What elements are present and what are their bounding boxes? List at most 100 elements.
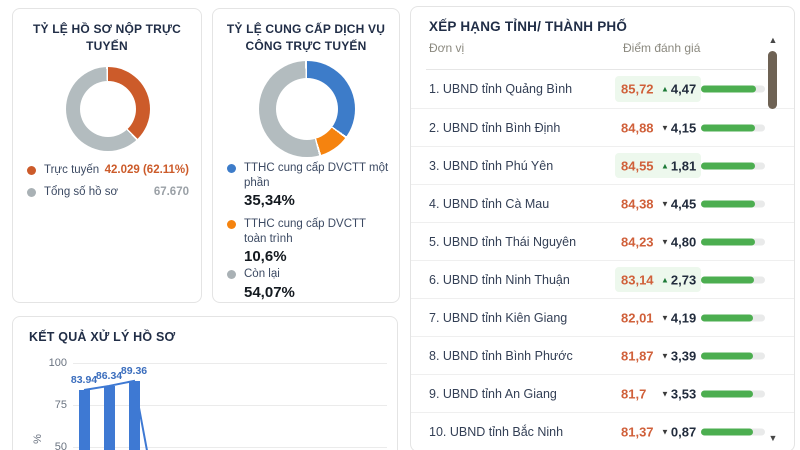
score-progress-fill — [701, 124, 756, 131]
trend-arrow-icon: ▼ — [661, 389, 669, 398]
score-delta: ▲ 2,73 — [661, 272, 696, 287]
legend-dot-icon — [27, 165, 36, 175]
bar — [128, 380, 140, 450]
table-row[interactable]: 7. UBND tỉnh Kiên Giang 82,01 ▼ 4,19 — [411, 298, 794, 336]
y-axis-tick: 100 — [48, 357, 67, 369]
y-axis-unit-label: % — [31, 434, 44, 444]
legend-item: Tổng số hồ sơ 67.670 — [27, 183, 189, 201]
delta-value: 4,47 — [670, 81, 697, 97]
province-name: 3. UBND tỉnh Phú Yên — [429, 158, 554, 173]
trend-arrow-icon: ▼ — [661, 427, 669, 436]
score-progress-fill — [701, 390, 754, 397]
legend-label: Còn lại — [244, 268, 280, 280]
province-name: 7. UBND tỉnh Kiên Giang — [429, 310, 568, 325]
table-row[interactable]: 1. UBND tỉnh Quảng Bình 85,72 ▲ 4,47 — [411, 70, 794, 108]
legend-label: TTHC cung cấp DVCTT toàn trình — [244, 218, 366, 245]
y-axis-tick: 75 — [54, 399, 67, 411]
delta-value: 4,80 — [670, 234, 697, 249]
bar-value-label: 86.34 — [95, 369, 123, 382]
score-progress-track — [701, 314, 765, 321]
legend-label: Trực tuyến — [44, 164, 100, 176]
score-progress-track — [701, 162, 765, 169]
legend-label: Tổng số hồ sơ — [44, 186, 119, 198]
legend-item: Trực tuyến 42.029 (62.11%) — [27, 161, 189, 179]
province-name: 5. UBND tỉnh Thái Nguyên — [429, 234, 577, 249]
legend-percentage: 35,34% — [244, 192, 295, 210]
score-progress-track — [701, 85, 765, 93]
trend-arrow-icon: ▼ — [661, 351, 669, 360]
score-value: 83,14 — [621, 272, 654, 287]
card-title: TỶ LỆ CUNG CẤP DỊCH VỤ CÔNG TRỰC TUYẾN — [226, 22, 386, 53]
delta-value: 4,15 — [670, 120, 697, 135]
score-delta: ▼ 4,15 — [661, 120, 696, 135]
score-delta: ▼ 0,87 — [661, 424, 696, 439]
gridline — [73, 363, 387, 364]
legend-value: 67.670 — [153, 186, 189, 198]
score-progress-track — [701, 200, 765, 207]
scrollbar-thumb[interactable] — [768, 51, 777, 109]
score-progress-track — [701, 428, 765, 435]
score-progress-fill — [701, 276, 755, 283]
delta-value: 3,39 — [670, 348, 697, 363]
score-value: 81,7 — [621, 386, 647, 401]
panel-province-ranking: XẾP HẠNG TỈNH/ THÀNH PHỐ Đơn vị Điểm đán… — [410, 6, 795, 450]
legend-dot-icon — [227, 220, 236, 229]
row-highlight — [615, 76, 701, 102]
score-progress-fill — [701, 200, 755, 207]
score-progress-fill — [701, 352, 754, 359]
card-online-service-rate: TỶ LỆ CUNG CẤP DỊCH VỤ CÔNG TRỰC TUYẾN T… — [212, 8, 400, 303]
score-delta: ▼ 3,53 — [661, 386, 696, 401]
score-progress-track — [701, 124, 765, 131]
card-processing-results: KẾT QUẢ XỬ LÝ HỒ SƠ 100 75 50 % 83.94 86.… — [12, 316, 398, 450]
score-progress-fill — [701, 85, 756, 93]
column-header-score: Điểm đánh giá — [623, 41, 701, 55]
score-value: 84,88 — [621, 120, 654, 135]
trend-arrow-icon: ▲ — [661, 161, 669, 170]
panel-title: XẾP HẠNG TỈNH/ THÀNH PHỐ — [429, 19, 628, 34]
legend-value: 42.029 (62.11%) — [104, 164, 189, 176]
table-row[interactable]: 8. UBND tỉnh Bình Phước 81,87 ▼ 3,39 — [411, 336, 794, 374]
score-value: 82,01 — [621, 310, 654, 325]
score-delta: ▼ 4,19 — [661, 310, 696, 325]
table-row[interactable]: 2. UBND tỉnh Bình Định 84,88 ▼ 4,15 — [411, 108, 794, 146]
delta-value: 2,73 — [670, 272, 697, 287]
score-value: 84,38 — [621, 196, 654, 211]
table-row[interactable]: 4. UBND tỉnh Cà Mau 84,38 ▼ 4,45 — [411, 184, 794, 222]
scroll-down-icon[interactable]: ▼ — [768, 433, 778, 443]
table-row[interactable]: 9. UBND tỉnh An Giang 81,7 ▼ 3,53 — [411, 374, 794, 412]
delta-value: 1,81 — [670, 158, 697, 173]
score-progress-fill — [701, 162, 756, 169]
donut-chart-services — [259, 61, 355, 157]
score-delta: ▲ 4,47 — [661, 82, 696, 97]
legend-percentage: 10,6% — [244, 248, 287, 266]
table-row[interactable]: 3. UBND tỉnh Phú Yên 84,55 ▲ 1,81 — [411, 146, 794, 184]
province-name: 8. UBND tỉnh Bình Phước — [429, 348, 573, 363]
score-delta: ▲ 1,81 — [661, 158, 696, 173]
table-row[interactable]: 10. UBND tỉnh Bắc Ninh 81,37 ▼ 0,87 — [411, 412, 794, 450]
gridline — [73, 447, 387, 448]
score-value: 84,55 — [621, 158, 654, 173]
trend-arrow-icon: ▼ — [661, 123, 669, 132]
delta-value: 3,53 — [670, 386, 697, 401]
row-highlight — [615, 153, 701, 178]
legend-percentage: 54,07% — [244, 283, 295, 301]
table-row[interactable]: 6. UBND tỉnh Ninh Thuận 83,14 ▲ 2,73 — [411, 260, 794, 298]
card-title: KẾT QUẢ XỬ LÝ HỒ SƠ — [29, 330, 176, 344]
scroll-up-icon[interactable]: ▲ — [768, 35, 778, 45]
header-separator — [426, 69, 766, 70]
score-progress-fill — [701, 238, 755, 245]
score-delta: ▼ 4,45 — [661, 196, 696, 211]
legend-item: TTHC cung cấp DVCTT toàn trình 10,6% — [227, 217, 391, 265]
bar — [103, 385, 115, 450]
score-value: 84,23 — [621, 234, 654, 249]
table-row[interactable]: 5. UBND tỉnh Thái Nguyên 84,23 ▼ 4,80 — [411, 222, 794, 260]
province-name: 1. UBND tỉnh Quảng Bình — [429, 82, 573, 96]
legend-label: TTHC cung cấp DVCTT một phần — [244, 162, 389, 189]
score-progress-fill — [701, 428, 754, 435]
column-header-unit: Đơn vị — [429, 41, 465, 55]
trend-arrow-icon: ▲ — [661, 275, 669, 284]
trend-arrow-icon: ▼ — [661, 237, 669, 246]
donut-chart-submission — [66, 67, 150, 151]
score-value: 85,72 — [621, 81, 654, 97]
score-delta: ▼ 4,80 — [661, 234, 696, 249]
